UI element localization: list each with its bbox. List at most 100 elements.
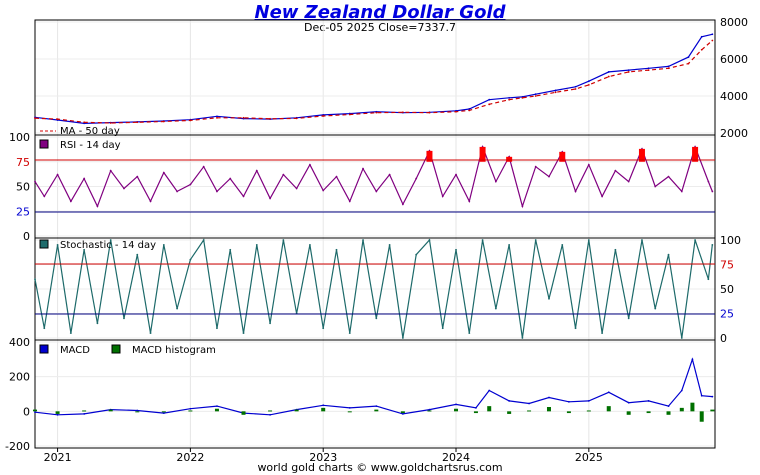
price-data-point bbox=[488, 98, 491, 101]
price-data-point bbox=[554, 91, 557, 94]
rsi-data-point bbox=[667, 175, 670, 178]
stochastic-data-point bbox=[375, 317, 378, 320]
price-data-point bbox=[34, 117, 36, 120]
stochastic-data-point bbox=[216, 327, 218, 330]
y-tick-label: 25 bbox=[720, 308, 734, 321]
rsi-data-point bbox=[401, 203, 404, 206]
stochastic-data-point bbox=[242, 332, 245, 334]
price-data-point bbox=[667, 65, 670, 68]
stochastic-data-point bbox=[627, 317, 630, 320]
macd-data-point bbox=[348, 406, 351, 409]
macd-data-point bbox=[216, 405, 218, 408]
price-data-point bbox=[534, 95, 537, 97]
stochastic-data-point bbox=[548, 297, 550, 300]
price-data-point bbox=[189, 119, 192, 122]
rsi-data-point bbox=[494, 180, 497, 183]
rsi-overbought-fill bbox=[559, 151, 566, 162]
macd-histogram-bar bbox=[82, 410, 87, 412]
macd-data-point bbox=[680, 389, 683, 392]
macd-histogram-bar bbox=[666, 411, 671, 415]
macd-data-point bbox=[568, 400, 570, 403]
price-data-point bbox=[700, 48, 703, 51]
rsi-data-point bbox=[189, 183, 192, 186]
rsi-data-point bbox=[348, 200, 351, 203]
macd-histogram-bar bbox=[606, 406, 611, 412]
y-tick-label: 50 bbox=[720, 283, 734, 296]
rsi-data-point bbox=[109, 169, 112, 172]
macd-data-point bbox=[627, 401, 630, 404]
stochastic-data-point bbox=[401, 337, 404, 339]
y-tick-label: 4000 bbox=[720, 90, 748, 103]
x-tick-label: 2023 bbox=[309, 451, 337, 464]
price-data-point bbox=[508, 96, 511, 99]
grid-layer bbox=[35, 20, 715, 448]
macd-histogram-bar bbox=[566, 411, 571, 414]
rsi-data-point bbox=[680, 190, 683, 193]
stochastic-data-point bbox=[641, 239, 643, 241]
stochastic-data-point bbox=[441, 327, 444, 330]
price-data-point bbox=[56, 118, 59, 121]
stochastic-data-point bbox=[561, 244, 564, 246]
price-data-point bbox=[375, 111, 378, 114]
rsi-data-point bbox=[654, 185, 657, 188]
rsi-data-point bbox=[295, 187, 298, 190]
stochastic-data-point bbox=[428, 239, 431, 241]
macd-panel-frame bbox=[34, 339, 716, 449]
price-data-point bbox=[348, 113, 351, 116]
macd-histogram-bar bbox=[546, 407, 551, 412]
rsi-data-point bbox=[614, 169, 617, 172]
price-series-line bbox=[34, 40, 713, 124]
rsi-data-point bbox=[242, 195, 245, 198]
macd-histogram-bar bbox=[161, 411, 166, 413]
macd-histogram-bar bbox=[427, 410, 432, 412]
macd-data-point bbox=[691, 358, 694, 361]
stochastic-data-point bbox=[96, 322, 99, 325]
price-data-point bbox=[687, 56, 690, 59]
x-tick-label: 2021 bbox=[44, 451, 72, 464]
rsi-legend: RSI - 14 day bbox=[39, 139, 121, 151]
rsi-data-point bbox=[123, 187, 125, 190]
stochastic-data-point bbox=[534, 239, 537, 241]
legend-ma: MA - 50 day bbox=[60, 126, 120, 137]
stochastic-data-point bbox=[322, 327, 325, 330]
rsi-data-point bbox=[282, 173, 285, 176]
stochastic-data-point bbox=[614, 248, 617, 251]
macd-data-point bbox=[508, 400, 511, 402]
macd-histogram-bar bbox=[487, 406, 492, 412]
macd-histogram-bar bbox=[108, 409, 113, 412]
legend-macd-histogram: MACD histogram bbox=[132, 345, 216, 356]
macd-data-point bbox=[269, 413, 271, 416]
price-series-line bbox=[34, 33, 713, 125]
y-tick-label: 400 bbox=[9, 336, 30, 349]
rsi-data-point bbox=[56, 173, 59, 176]
price-data-point bbox=[455, 110, 457, 113]
rsi-data-point bbox=[136, 175, 139, 178]
price-data-point bbox=[521, 96, 524, 99]
macd-data-point bbox=[375, 405, 378, 408]
rsi-overbought-fill bbox=[506, 156, 513, 162]
price-data-point bbox=[242, 116, 245, 119]
y-tick-label: 6000 bbox=[720, 53, 748, 66]
y-tick-label: -200 bbox=[5, 440, 30, 453]
macd-histogram-bar bbox=[710, 409, 715, 412]
plot-layer bbox=[33, 33, 715, 422]
macd-histogram-bar bbox=[586, 410, 591, 412]
stochastic-data-point bbox=[202, 239, 205, 241]
macd-data-point bbox=[83, 413, 86, 415]
rsi-data-point bbox=[83, 177, 86, 180]
chart-subtitle: Dec-05 2025 Close=7337.7 bbox=[304, 21, 456, 34]
macd-histogram-bar bbox=[321, 407, 326, 412]
chart-title: New Zealand Dollar Gold bbox=[254, 2, 506, 23]
macd-data-point bbox=[322, 404, 325, 407]
macd-data-point bbox=[428, 408, 431, 411]
y-tick-label: 50 bbox=[16, 181, 30, 194]
price-data-point bbox=[295, 117, 298, 120]
macd-histogram-bar bbox=[646, 411, 651, 414]
stochastic-data-point bbox=[694, 239, 696, 241]
rsi-data-point bbox=[455, 173, 457, 176]
macd-histogram-bar bbox=[507, 411, 512, 414]
stochastic-data-point bbox=[56, 244, 59, 246]
rsi-overbought-fill bbox=[479, 146, 486, 162]
rsi-data-point bbox=[162, 171, 165, 174]
